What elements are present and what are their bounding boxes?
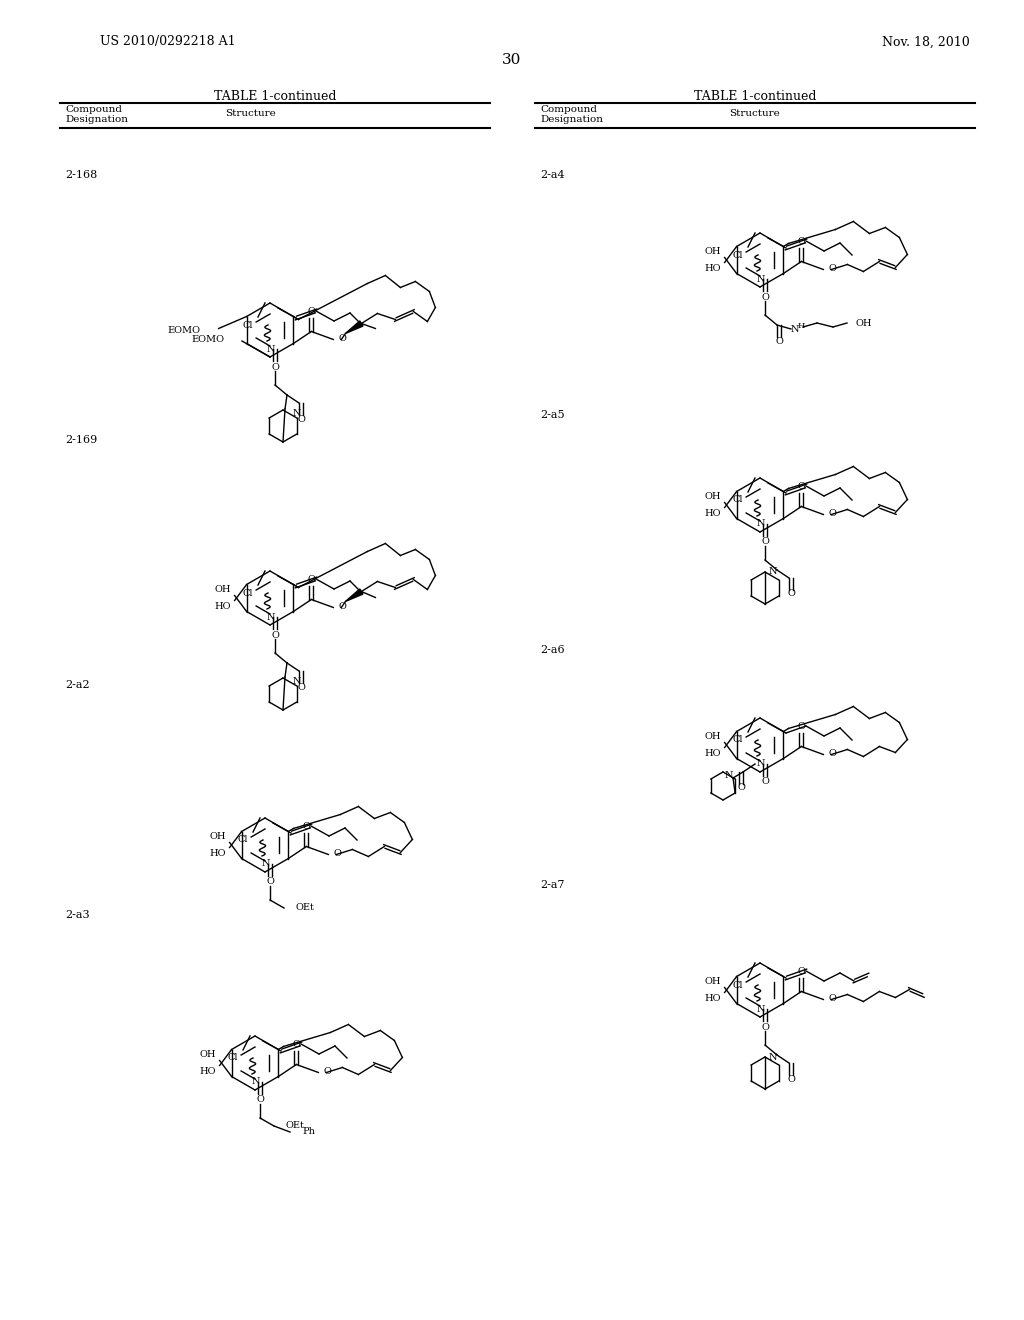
Text: O: O [297, 414, 305, 424]
Text: N: N [791, 325, 800, 334]
Text: US 2010/0292218 A1: US 2010/0292218 A1 [100, 36, 236, 49]
Text: H: H [798, 322, 805, 330]
Text: O: O [787, 1074, 795, 1084]
Text: OH: OH [705, 247, 721, 256]
Text: 2-169: 2-169 [65, 436, 97, 445]
Text: 2-a4: 2-a4 [540, 170, 564, 180]
Text: 2-a2: 2-a2 [65, 680, 90, 690]
Text: OH: OH [705, 977, 721, 986]
Text: O: O [828, 994, 837, 1003]
Text: O: O [798, 722, 805, 731]
Text: 2-a7: 2-a7 [540, 880, 564, 890]
Text: OH: OH [199, 1049, 216, 1059]
Text: O: O [828, 510, 837, 517]
Text: Cl: Cl [243, 589, 253, 598]
Text: 2-a3: 2-a3 [65, 909, 90, 920]
Text: Designation: Designation [540, 116, 603, 124]
Text: O: O [302, 822, 310, 832]
Text: O: O [338, 602, 346, 611]
Text: O: O [297, 682, 305, 692]
Text: 30: 30 [503, 53, 521, 67]
Text: O: O [761, 1023, 769, 1031]
Text: O: O [293, 1040, 300, 1049]
Text: O: O [775, 337, 783, 346]
Text: 2-a5: 2-a5 [540, 411, 564, 420]
Text: N: N [293, 676, 301, 685]
Text: N: N [266, 345, 275, 354]
Text: N: N [262, 859, 270, 869]
Text: Structure: Structure [730, 110, 780, 119]
Text: N: N [293, 408, 301, 417]
Text: N: N [725, 771, 733, 780]
Text: Ph: Ph [302, 1127, 314, 1137]
Text: HO: HO [214, 602, 230, 611]
Text: OEt: OEt [296, 903, 314, 912]
Text: Cl: Cl [733, 251, 743, 260]
Text: O: O [338, 334, 346, 343]
Text: OEt: OEt [286, 1122, 305, 1130]
Text: N: N [757, 759, 765, 768]
Text: Cl: Cl [227, 1053, 239, 1063]
Text: HO: HO [705, 994, 721, 1003]
Text: O: O [737, 784, 744, 792]
Text: O: O [334, 849, 341, 858]
Text: O: O [256, 1096, 264, 1105]
Text: TABLE 1-continued: TABLE 1-continued [214, 90, 336, 103]
Text: O: O [798, 238, 805, 246]
Text: O: O [266, 878, 274, 887]
Text: 2-a6: 2-a6 [540, 645, 564, 655]
Text: HO: HO [209, 849, 225, 858]
Text: O: O [828, 748, 837, 758]
Text: O: O [271, 363, 279, 371]
Text: N: N [252, 1077, 260, 1086]
Text: Nov. 18, 2010: Nov. 18, 2010 [883, 36, 970, 49]
Text: Cl: Cl [733, 981, 743, 990]
Text: EOMO: EOMO [191, 335, 224, 345]
Text: O: O [761, 293, 769, 301]
Text: Cl: Cl [243, 321, 253, 330]
Text: O: O [787, 590, 795, 598]
Text: O: O [828, 264, 837, 273]
Text: 2-168: 2-168 [65, 170, 97, 180]
Text: HO: HO [705, 264, 721, 273]
Text: N: N [757, 520, 765, 528]
Text: OH: OH [705, 492, 721, 502]
Text: OH: OH [214, 585, 230, 594]
Text: Designation: Designation [65, 116, 128, 124]
Text: EOMO: EOMO [168, 326, 201, 335]
Polygon shape [345, 321, 362, 334]
Text: O: O [307, 576, 315, 583]
Text: Structure: Structure [224, 110, 275, 119]
Text: O: O [271, 631, 279, 639]
Text: O: O [307, 308, 315, 315]
Text: Cl: Cl [733, 735, 743, 744]
Text: N: N [769, 1053, 777, 1063]
Text: TABLE 1-continued: TABLE 1-continued [693, 90, 816, 103]
Text: O: O [798, 968, 805, 975]
Text: O: O [798, 482, 805, 491]
Text: N: N [266, 612, 275, 622]
Text: O: O [324, 1067, 331, 1076]
Text: N: N [757, 275, 765, 284]
Text: OH: OH [209, 832, 225, 841]
Text: Cl: Cl [733, 495, 743, 504]
Text: N: N [757, 1005, 765, 1014]
Text: O: O [761, 537, 769, 546]
Text: N: N [769, 568, 777, 577]
Text: HO: HO [705, 748, 721, 758]
Text: OH: OH [705, 733, 721, 741]
Text: Compound: Compound [65, 106, 122, 115]
Text: O: O [761, 777, 769, 787]
Polygon shape [345, 589, 362, 602]
Text: HO: HO [199, 1067, 216, 1076]
Text: Compound: Compound [540, 106, 597, 115]
Text: Cl: Cl [238, 836, 248, 845]
Text: OH: OH [855, 318, 871, 327]
Text: HO: HO [705, 510, 721, 517]
